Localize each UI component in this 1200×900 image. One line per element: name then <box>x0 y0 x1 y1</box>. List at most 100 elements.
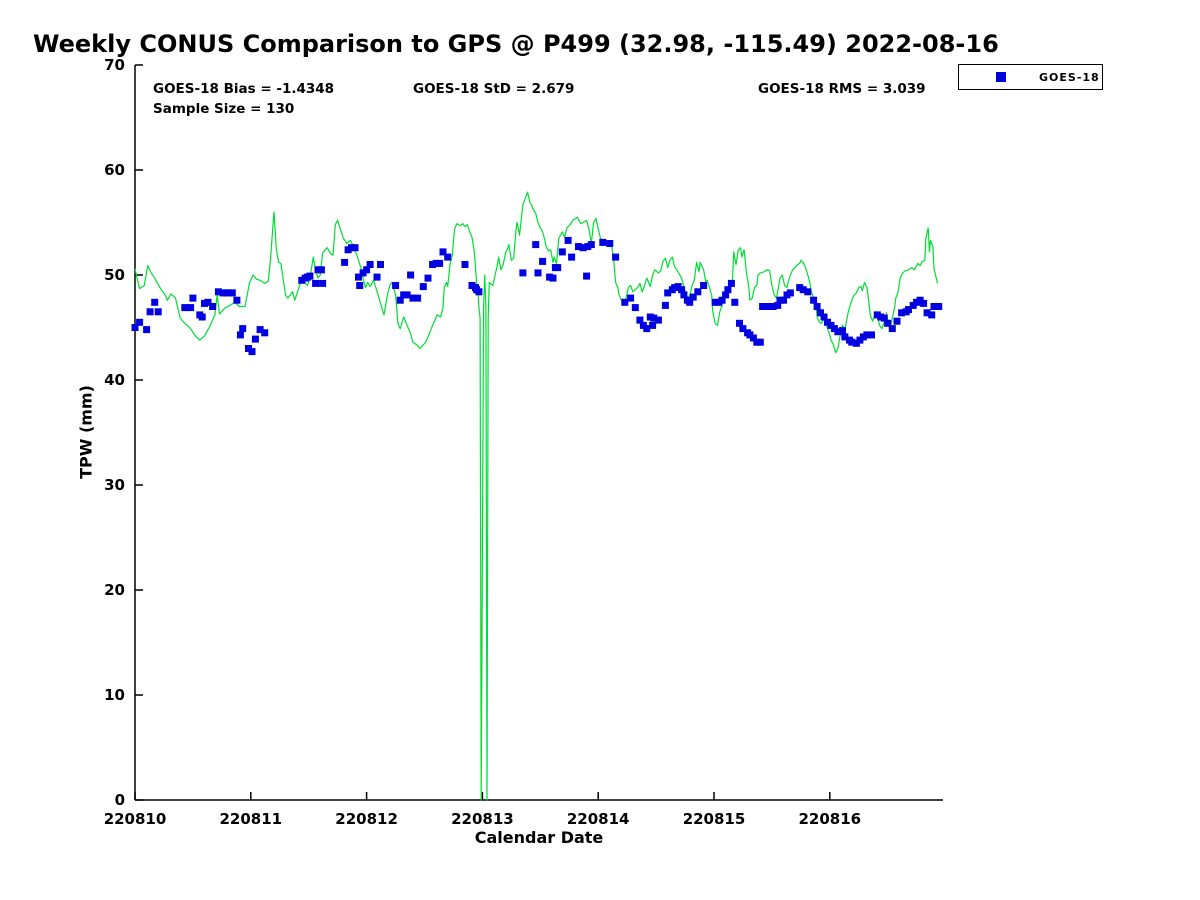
goes18-point <box>409 294 417 302</box>
goes18-point <box>239 325 247 333</box>
goes18-point <box>575 243 582 251</box>
goes18-point <box>214 288 222 296</box>
goes18-point <box>799 286 807 294</box>
goes18-point <box>568 253 576 261</box>
goes18-point <box>769 303 777 310</box>
goes18-point <box>813 303 821 310</box>
goes18-point <box>319 279 327 287</box>
goes18-point <box>678 286 686 294</box>
goes18-point <box>414 294 422 302</box>
goes18-point <box>204 298 212 306</box>
goes18-point <box>407 271 415 279</box>
goes18-point <box>209 303 217 310</box>
x-axis-label: Calendar Date <box>474 828 604 847</box>
goes18-point <box>804 288 812 296</box>
goes18-point <box>888 325 896 333</box>
goes18-point <box>373 273 381 281</box>
goes18-point <box>649 321 657 329</box>
goes18-point <box>636 316 644 324</box>
goes18-point <box>554 264 562 272</box>
goes18-point <box>756 338 764 346</box>
goes18-point <box>718 296 726 304</box>
goes18-point <box>739 325 747 333</box>
goes18-point <box>392 282 400 289</box>
goes18-point <box>606 240 614 247</box>
goes18-point <box>834 328 842 336</box>
goes18-point <box>898 309 906 317</box>
goes18-point <box>475 288 483 296</box>
y-tick-label: 30 <box>104 476 125 494</box>
goes18-point <box>251 335 259 343</box>
goes18-point <box>868 331 875 339</box>
x-tick-label: 220811 <box>219 810 282 828</box>
goes18-point <box>774 301 782 309</box>
goes18-point <box>810 296 818 304</box>
goes18-point <box>880 314 888 322</box>
goes18-point <box>519 269 527 277</box>
goes18-point <box>661 301 669 309</box>
goes18-point <box>419 283 427 291</box>
goes18-point <box>532 241 540 249</box>
stat-bias: GOES-18 Bias = -1.4348 <box>153 81 335 97</box>
goes18-point <box>131 324 139 331</box>
goes18-point <box>599 238 607 246</box>
goes18-point <box>654 316 662 324</box>
goes18-point <box>612 253 620 261</box>
goes18-point <box>366 261 374 268</box>
goes18-point <box>780 296 787 304</box>
x-tick-label: 220810 <box>104 810 167 828</box>
goes18-point <box>356 282 364 289</box>
goes18-point <box>820 313 828 321</box>
chart-title: Weekly CONUS Comparison to GPS @ P499 (3… <box>33 30 999 58</box>
legend-label-goes18: GOES-18 <box>1039 70 1100 84</box>
goes18-point <box>724 286 732 294</box>
goes18-point <box>236 331 244 339</box>
goes18-point <box>233 296 241 304</box>
y-tick-label: 60 <box>104 161 125 179</box>
goes18-point <box>151 298 159 306</box>
y-tick-label: 70 <box>104 56 125 74</box>
goes18-point <box>736 319 743 327</box>
goes18-point <box>817 309 824 317</box>
goes18-point <box>722 291 730 299</box>
goes18-point <box>312 279 320 287</box>
goes18-point <box>558 248 566 256</box>
x-tick-label: 220812 <box>335 810 398 828</box>
goes18-point <box>689 293 697 301</box>
goes18-point <box>839 327 846 335</box>
goes18-point <box>731 298 739 306</box>
goes18-point <box>396 296 404 304</box>
goes18-point <box>863 331 871 339</box>
goes18-point <box>143 326 151 334</box>
goes18-point <box>700 282 708 289</box>
goes18-point <box>631 304 639 312</box>
goes18-point <box>146 308 154 316</box>
goes18-point <box>786 289 794 297</box>
goes18-point <box>351 244 359 252</box>
goes18-point <box>923 309 931 317</box>
y-tick-label: 50 <box>104 266 125 284</box>
goes18-point <box>727 279 735 287</box>
x-tick-label: 220816 <box>798 810 861 828</box>
goes18-point <box>650 314 658 322</box>
goes18-point <box>363 266 371 274</box>
legend-marker-goes18-icon <box>996 72 1006 82</box>
goes18-point <box>643 325 651 333</box>
goes18-point <box>930 303 938 310</box>
goes18-point <box>198 313 206 321</box>
goes18-point <box>403 291 411 299</box>
goes18-point <box>248 348 256 356</box>
goes18-point <box>317 266 325 274</box>
goes18-point <box>749 334 757 342</box>
goes18-point <box>884 319 892 327</box>
x-tick-label: 220813 <box>451 810 514 828</box>
goes18-point <box>579 244 587 252</box>
goes18-point <box>680 291 688 299</box>
goes18-point <box>439 248 447 256</box>
goes18-point <box>587 241 595 249</box>
goes18-point <box>377 261 384 268</box>
stat-std: GOES-18 StD = 2.679 <box>413 81 575 97</box>
goes18-point <box>355 273 362 281</box>
y-tick-label: 0 <box>115 791 125 809</box>
